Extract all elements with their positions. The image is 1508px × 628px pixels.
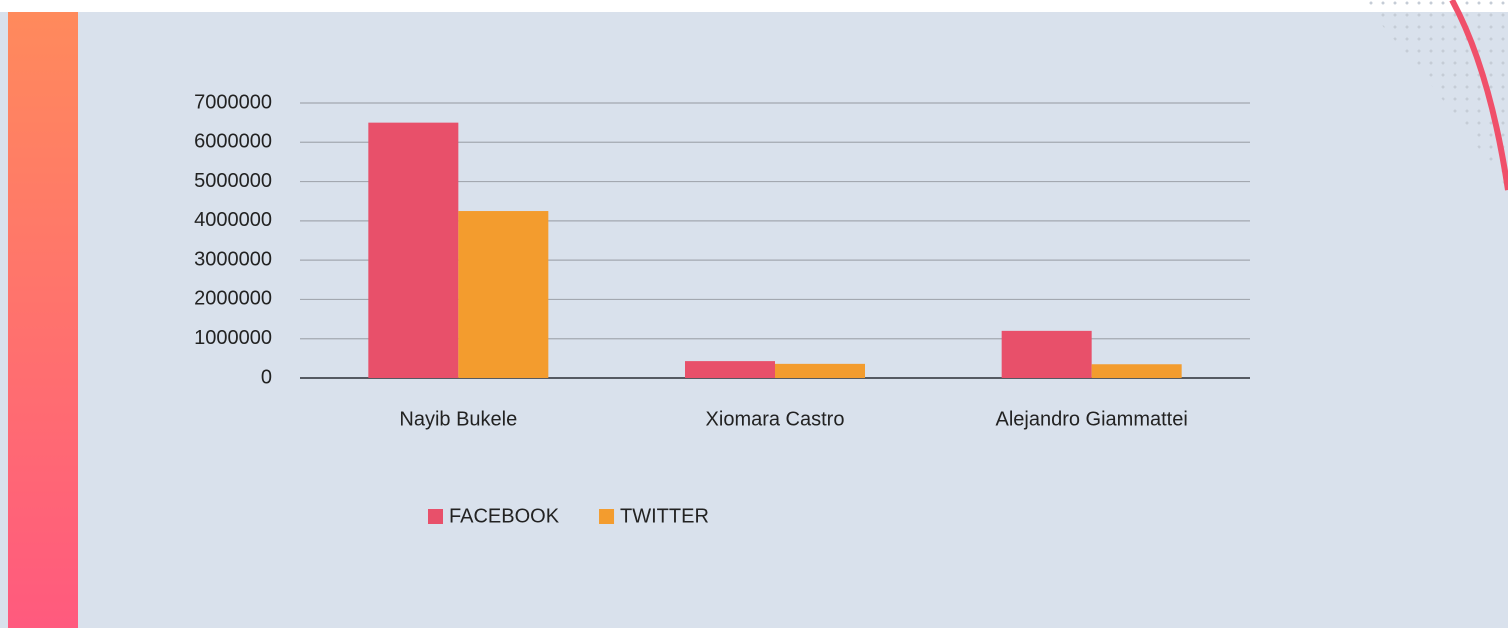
y-tick-label: 6000000 (194, 131, 272, 153)
y-tick-label: 5000000 (194, 170, 272, 192)
y-tick-label: 3000000 (194, 248, 272, 270)
legend-swatch (599, 509, 615, 524)
bar (1001, 330, 1092, 378)
chart: 0 1000000 2000000 3000000 4000000 5000000 6000… (194, 91, 1250, 527)
y-tick-label: 7000000 (194, 91, 272, 113)
y-tick-label: 2000000 (194, 288, 272, 310)
bar (368, 122, 459, 379)
bar (685, 361, 775, 378)
background (0, 12, 1508, 628)
bar (458, 211, 549, 378)
x-tick-label: Alejandro Giammattei (996, 408, 1188, 430)
legend-swatch (428, 509, 443, 524)
legend-label: FACEBOOK (449, 505, 560, 527)
bar (775, 363, 865, 378)
side-bar (8, 12, 78, 628)
x-tick-label: Xiomara Castro (706, 408, 845, 430)
y-tick-label: 0 (261, 366, 272, 388)
decor-curve (1449, 0, 1508, 191)
legend-label: TWITTER (620, 505, 709, 527)
y-tick-label: 1000000 (194, 327, 272, 349)
y-tick-label: 4000000 (194, 209, 272, 231)
bar (1091, 364, 1182, 378)
x-tick-label: Nayib Bukele (399, 408, 517, 430)
